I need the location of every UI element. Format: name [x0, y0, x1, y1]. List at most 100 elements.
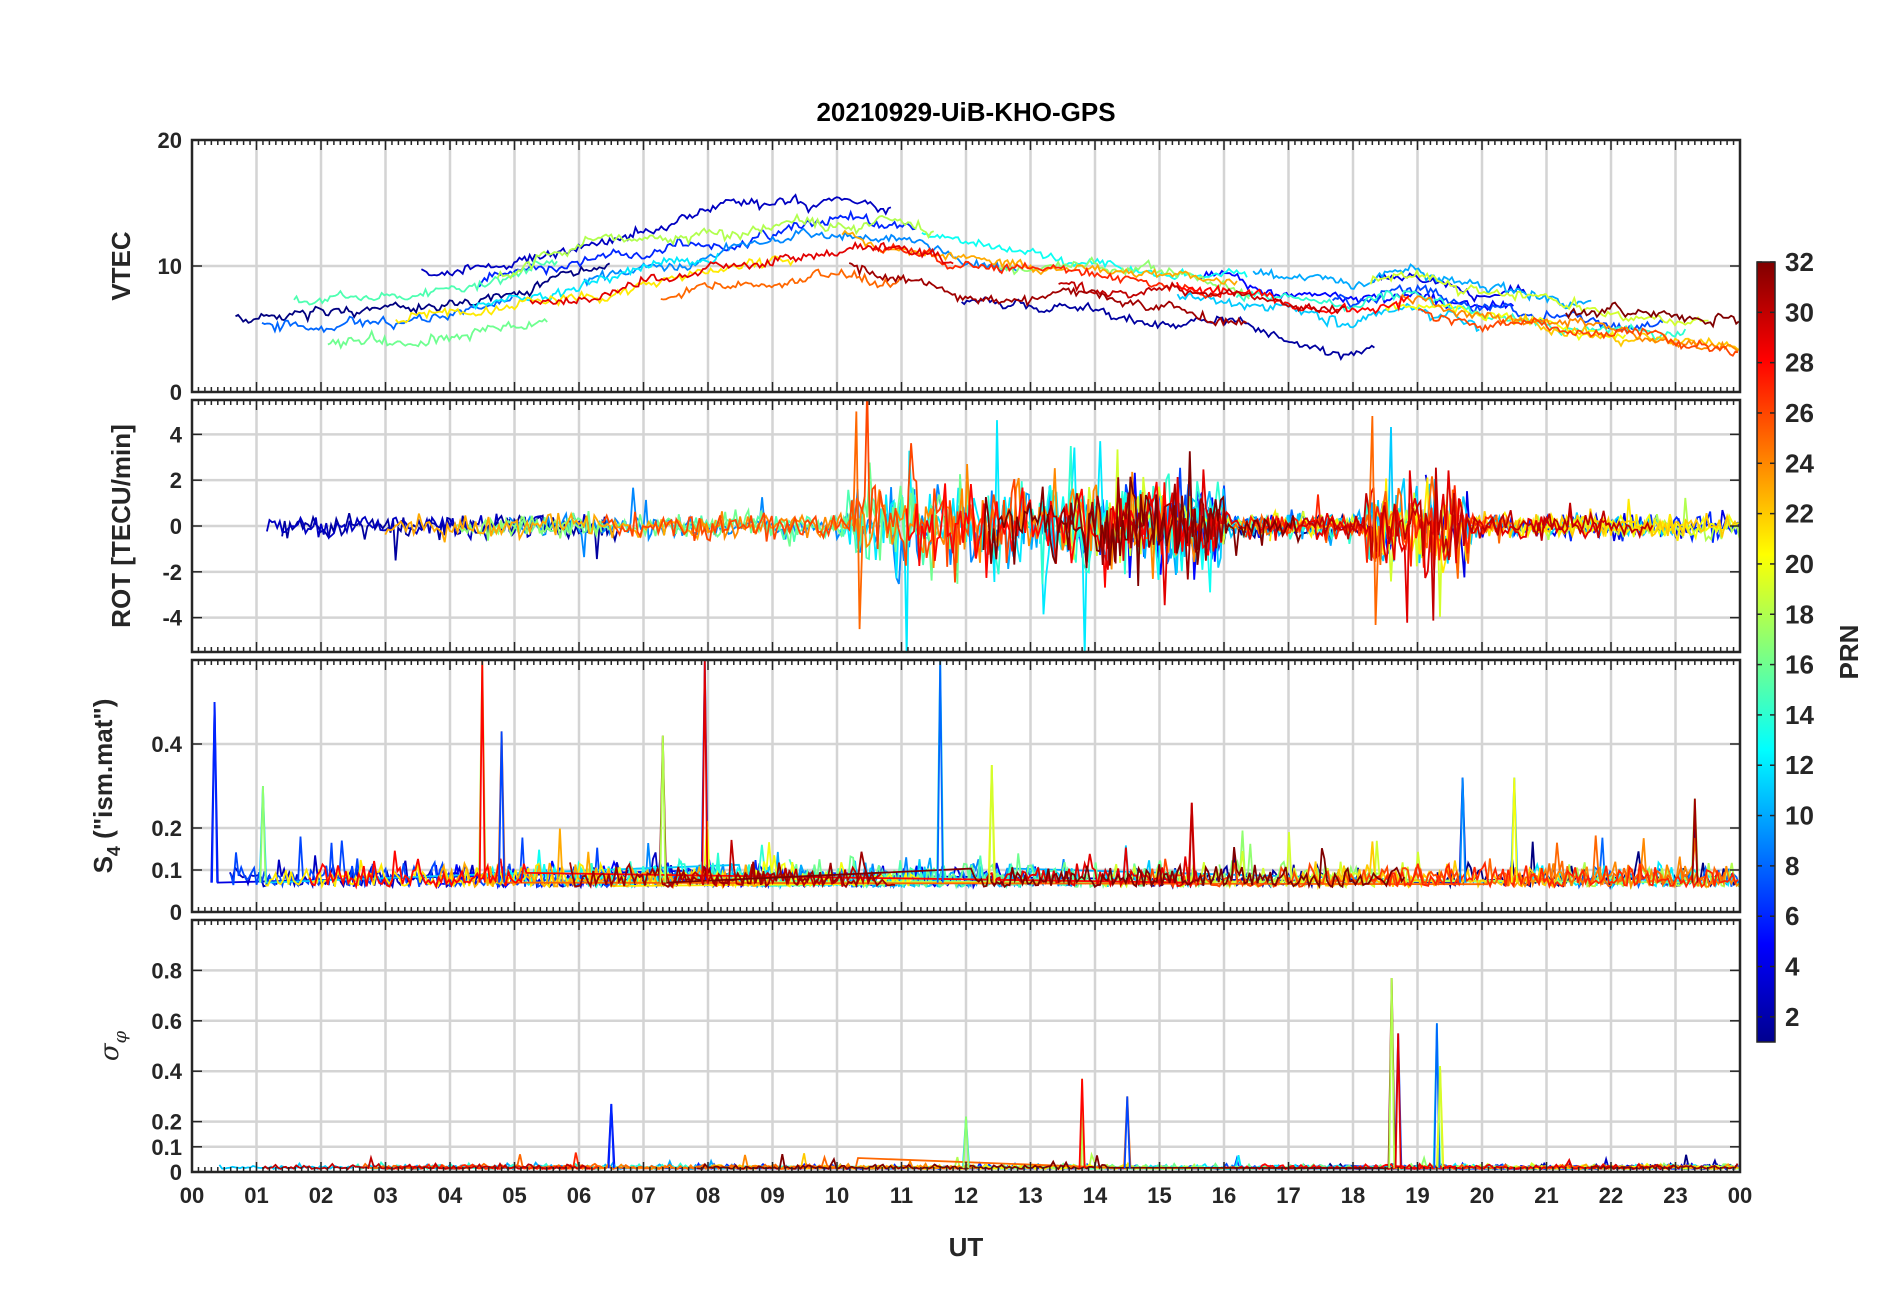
x-tick-label: 22 — [1599, 1183, 1623, 1208]
colorbar-tick-label: 32 — [1785, 247, 1814, 277]
y-axis-label-vtec: VTEC — [106, 231, 136, 301]
panel-sigma_phi: 00.10.2 0.4 0.6 0.8 σφ — [95, 918, 1742, 1185]
x-tick-label: 15 — [1147, 1183, 1171, 1208]
panel-s4-series — [210, 660, 1740, 891]
panel-vtec: 0 10 20 VTEC — [106, 128, 1742, 405]
series-prn-18-vtec — [496, 212, 935, 280]
y-tick-label: 2 — [170, 468, 182, 493]
x-tick-label: 13 — [1018, 1183, 1042, 1208]
spike-mark — [1691, 798, 1699, 883]
y-tick-label: 0.2 — [151, 1110, 182, 1135]
x-tick-label: 09 — [760, 1183, 784, 1208]
series-prn-30-rot — [1300, 467, 1654, 621]
series-prn-24-rot — [690, 463, 1198, 579]
series-prn-30-vtec — [1058, 281, 1346, 315]
y-tick-label: -4 — [162, 606, 182, 631]
y-tick-label: 0.1 — [151, 858, 182, 883]
rot-spike-mark — [1368, 416, 1380, 625]
x-tick-label: 08 — [696, 1183, 720, 1208]
series-prn-29-rot — [1104, 469, 1607, 623]
series-prn-26-rot — [601, 400, 1021, 583]
rot-spike-mark — [852, 411, 864, 630]
y-tick-label: 0 — [170, 1160, 182, 1185]
x-tick-label: 20 — [1470, 1183, 1494, 1208]
series-prn-25-vtec — [660, 268, 902, 301]
y-axis-label-sigma-phi: σφ — [95, 1030, 131, 1061]
colorbar-tick-label: 4 — [1785, 952, 1800, 982]
y-tick-label: 10 — [158, 254, 182, 279]
x-tick-label: 00 — [180, 1183, 204, 1208]
panel-rot: -4 -2 0 2 4 ROT [TECU/min] — [106, 398, 1742, 654]
x-tick-label: 01 — [244, 1183, 268, 1208]
panel-rot-frame — [190, 398, 1742, 654]
colorbar-label: PRN — [1834, 625, 1864, 680]
series-prn-31-s4 — [569, 851, 896, 889]
series-prn-32-s4 — [658, 735, 1406, 890]
series-prn-9-vtec — [583, 227, 1019, 288]
spike-mark — [1078, 1078, 1086, 1169]
x-tick-label: 21 — [1534, 1183, 1558, 1208]
x-tick-label: 04 — [438, 1183, 463, 1208]
x-tick-label: 14 — [1083, 1183, 1108, 1208]
spike-mark — [988, 764, 996, 883]
x-tick-label: 10 — [825, 1183, 849, 1208]
series-prn-10-s4 — [727, 777, 1519, 890]
colorbar-tick-label: 12 — [1785, 750, 1814, 780]
x-tick-label: 02 — [309, 1183, 333, 1208]
series-prn-19-vtec — [1369, 268, 1709, 327]
colorbar-tick-label: 18 — [1785, 599, 1814, 629]
x-tick-label: 23 — [1663, 1183, 1687, 1208]
y-tick-label: 20 — [158, 128, 182, 153]
colorbar-tick-label: 16 — [1785, 650, 1814, 680]
y-tick-label: 0 — [170, 380, 182, 405]
panel-sigma_phi-frame — [190, 918, 1742, 1174]
y-tick-label: 0.6 — [151, 1009, 182, 1034]
series-prn-11-vtec — [1176, 291, 1480, 333]
y-axis-label-rot: ROT [TECU/min] — [106, 424, 136, 628]
series-prn-32-sigma_phi — [697, 977, 1396, 1171]
spike-mark — [1188, 802, 1196, 883]
y-tick-label: 0.4 — [151, 732, 182, 757]
colorbar-tick-label: 26 — [1785, 398, 1814, 428]
series-prn-28-s4 — [308, 802, 1196, 890]
series-prn-32-rot — [982, 451, 1302, 587]
spike-mark — [1123, 1096, 1131, 1169]
spike-mark — [1459, 777, 1467, 883]
series-prn-31-vtec — [848, 262, 1247, 327]
spike-mark — [936, 660, 944, 883]
x-tick-label: 00 — [1728, 1183, 1752, 1208]
x-tick-label: 11 — [890, 1183, 913, 1208]
colorbar-tick-label: 8 — [1785, 851, 1799, 881]
spike-mark — [1394, 1033, 1402, 1169]
series-prn-16-s4 — [736, 853, 1205, 890]
x-tick-label: 17 — [1276, 1183, 1300, 1208]
series-prn-32-vtec — [1565, 301, 1740, 329]
panel-vtec-series — [235, 193, 1740, 362]
x-tick-label: 05 — [502, 1183, 526, 1208]
colorbar-tick-label: 30 — [1785, 297, 1814, 327]
colorbar-gradient — [1756, 261, 1776, 1043]
y-tick-label: 0 — [170, 900, 182, 925]
series-prn-3-vtec — [420, 193, 892, 277]
series-prn-8-vtec — [261, 296, 513, 334]
series-prn-17-rot — [456, 515, 603, 541]
x-tick-labels: 00 01 02 03 04 05 06 07 08 09 10 11 12 13 14 15 16 17 18 19… — [180, 1183, 1752, 1208]
series-prn-10-vtec — [1252, 263, 1592, 310]
spike-mark — [211, 701, 219, 883]
panel-s4-frame — [190, 658, 1742, 914]
x-tick-label: 18 — [1341, 1183, 1365, 1208]
spike-mark — [701, 660, 709, 883]
x-tick-label: 19 — [1405, 1183, 1429, 1208]
panel-s4: 0 0.1 0.2 0.4 S4 ("ism.mat") — [88, 658, 1742, 925]
series-prn-29-vtec — [529, 241, 954, 306]
y-tick-label: 0.4 — [151, 1059, 182, 1084]
spike-mark — [1388, 977, 1396, 1169]
y-axis-label-s4: S4 ("ism.mat") — [88, 699, 124, 874]
series-prn-26-vtec — [1417, 308, 1739, 357]
series-prn-15-vtec — [293, 259, 558, 306]
series-prn-5-vtec — [1198, 269, 1514, 312]
y-tick-label: 4 — [170, 422, 183, 447]
series-prn-22-vtec — [1512, 313, 1740, 352]
series-prn-30-sigma_phi — [262, 1154, 591, 1171]
